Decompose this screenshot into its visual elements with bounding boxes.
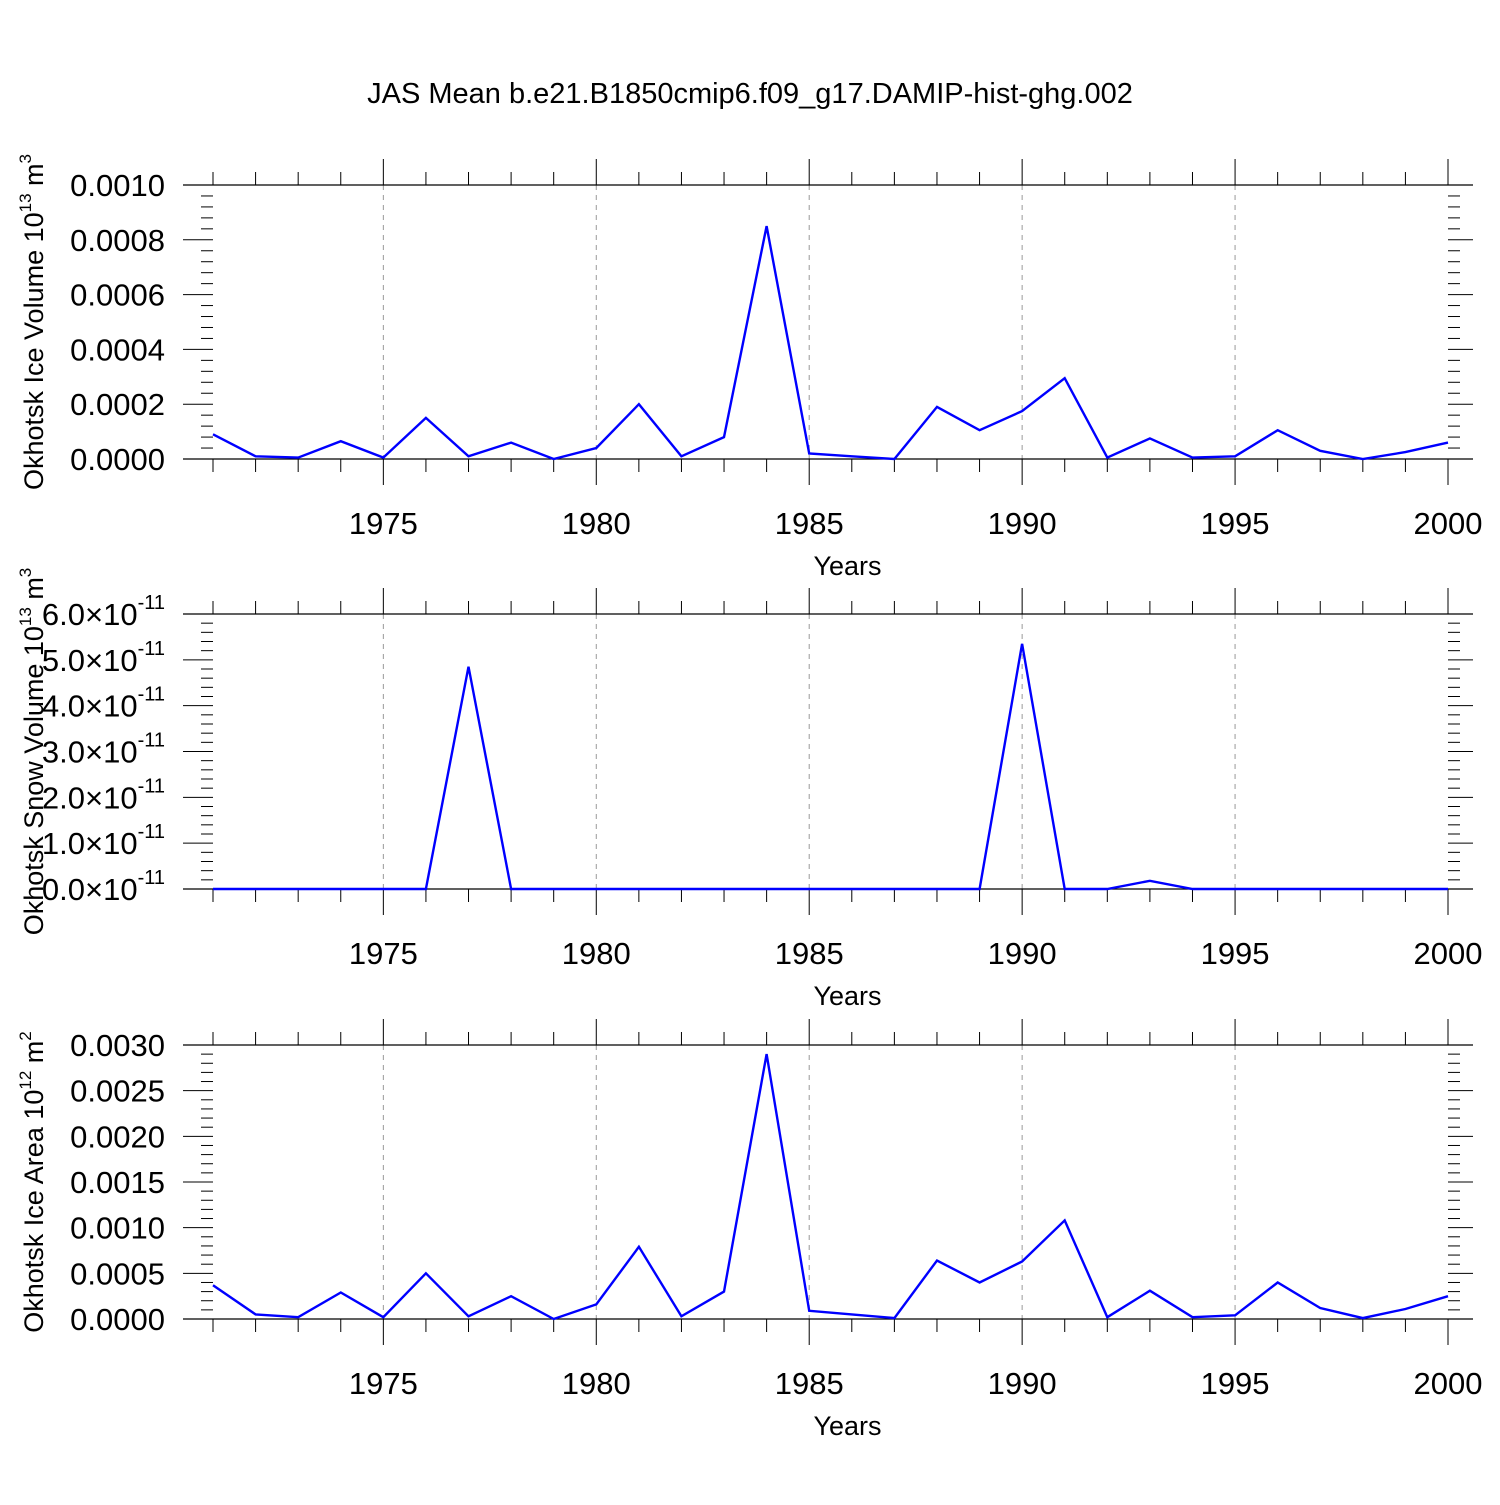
y-tick-label: 0.0020 <box>70 1119 165 1154</box>
x-tick-label: 1975 <box>349 936 418 971</box>
y-tick-label: 3.0×10-11 <box>42 730 165 770</box>
x-tick-label: 1985 <box>775 506 844 541</box>
x-tick-label: 1990 <box>988 506 1057 541</box>
y-tick-label: 0.0004 <box>70 332 165 367</box>
x-axis-label: Years <box>813 1411 881 1441</box>
y-tick-label: 1.0×10-11 <box>42 821 165 861</box>
x-tick-label: 1995 <box>1201 1366 1270 1401</box>
y-tick-label: 0.0000 <box>70 442 165 477</box>
y-tick-label: 2.0×10-11 <box>42 775 165 815</box>
x-tick-label: 1980 <box>562 1366 631 1401</box>
y-tick-label: 0.0010 <box>70 1211 165 1246</box>
chart-panel-1: 1975 1980 1985 1990 1995 2000 Years 0.0000 0.000… <box>16 154 1482 581</box>
chart-panel-3: 1975 1980 1985 1990 1995 2000 Years 0.0000 0.000… <box>16 1019 1482 1441</box>
x-tick-label: 2000 <box>1414 936 1483 971</box>
x-tick-label: 1990 <box>988 936 1057 971</box>
x-tick-label: 1980 <box>562 936 631 971</box>
x-tick-label: 1990 <box>988 1366 1057 1401</box>
series-line <box>212 1053 1449 1321</box>
chart-panel-2: 1975 1980 1985 1990 1995 2000 Years 0.0×10-11 1.… <box>16 568 1482 1011</box>
y-tick-label: 5.0×10-11 <box>42 638 165 678</box>
y-tick-label: 0.0×10-11 <box>42 867 165 907</box>
x-tick-label: 2000 <box>1414 506 1483 541</box>
y-tick-label: 0.0005 <box>70 1256 165 1291</box>
series-line <box>212 225 1449 461</box>
x-tick-label: 1995 <box>1201 506 1270 541</box>
y-axis-label: Okhotsk Ice Volume 1013 m3 <box>16 154 49 490</box>
y-tick-label: 0.0025 <box>70 1074 165 1109</box>
y-tick-label: 0.0006 <box>70 278 165 313</box>
x-tick-label: 1985 <box>775 1366 844 1401</box>
y-tick-label: 0.0002 <box>70 387 165 422</box>
x-tick-label: 1975 <box>349 506 418 541</box>
x-axis-label: Years <box>813 981 881 1011</box>
x-axis-label: Years <box>813 551 881 581</box>
figure-title: JAS Mean b.e21.B1850cmip6.f09_g17.DAMIP-… <box>367 78 1133 110</box>
y-axis-label: Okhotsk Snow Volume 1013 m3 <box>16 568 49 936</box>
x-tick-label: 1995 <box>1201 936 1270 971</box>
x-tick-label: 1980 <box>562 506 631 541</box>
y-tick-label: 0.0030 <box>70 1028 165 1063</box>
y-tick-label: 4.0×10-11 <box>42 684 165 724</box>
x-tick-label: 1975 <box>349 1366 418 1401</box>
y-tick-label: 0.0008 <box>70 223 165 258</box>
series-line <box>213 643 1448 891</box>
y-axis-label: Okhotsk Ice Area 1012 m2 <box>16 1031 49 1333</box>
y-tick-label: 6.0×10-11 <box>42 592 165 632</box>
y-tick-label: 0.0000 <box>70 1302 165 1337</box>
x-tick-label: 2000 <box>1414 1366 1483 1401</box>
y-tick-label: 0.0010 <box>70 168 165 203</box>
x-tick-label: 1985 <box>775 936 844 971</box>
y-tick-label: 0.0015 <box>70 1165 165 1200</box>
